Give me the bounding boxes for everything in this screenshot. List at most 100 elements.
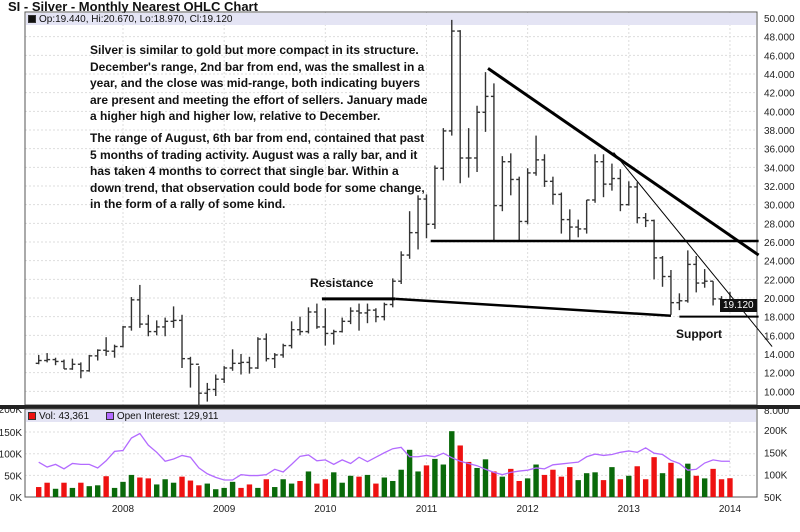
volume-bar (238, 487, 244, 497)
volume-bar (154, 484, 160, 497)
ohlc-bar (524, 168, 531, 225)
price-tick-label: 44.000 (764, 70, 795, 81)
volume-legend: Vol: 43,361 Open Interest: 129,911 (28, 411, 218, 422)
ohlc-bar (381, 302, 388, 321)
note-line: The range of August, 6th bar from end, c… (90, 131, 425, 145)
ohlc-bar (608, 163, 615, 191)
axis-labels: 50.000 48.000 46.000 44.000 42.000 40.000 38.0… (0, 14, 795, 515)
volume-bar (162, 479, 168, 497)
volume-bar (592, 472, 598, 497)
chart-title: SI - Silver - Monthly Nearest OHLC Chart (8, 0, 258, 14)
ohlc-bar (179, 314, 186, 368)
ohlc-bar (77, 362, 84, 379)
price-tick-label: 46.000 (764, 51, 795, 62)
volume-bar (491, 471, 497, 497)
volume-bar (676, 478, 683, 497)
ohlc-bar (642, 213, 649, 228)
volume-bar (626, 475, 632, 497)
volume-bar (668, 462, 674, 497)
ohlc-bar (457, 30, 464, 184)
volume-bar (381, 477, 388, 497)
volume-bar (541, 474, 548, 497)
price-tick-label: 20.000 (764, 294, 795, 305)
ohlc-bar (238, 353, 245, 375)
price-tick-label: 10.000 (764, 387, 795, 398)
price-tick-label: 12.000 (764, 369, 795, 380)
ohlc-bar (625, 181, 632, 206)
volume-bar (213, 489, 219, 497)
oi-legend-text: Open Interest: 129,911 (116, 411, 219, 422)
volume-bar (465, 461, 472, 497)
volume-bar (440, 464, 447, 497)
volume-bar (52, 488, 59, 497)
volume-bar (322, 479, 329, 497)
ohlc-bar (710, 280, 717, 306)
ohlc-bar (684, 250, 691, 303)
price-tick-label: 26.000 (764, 238, 795, 249)
volume-bar (693, 475, 699, 497)
ohlc-bar (136, 284, 143, 328)
open-interest-line (38, 432, 730, 481)
volume-bar (583, 473, 590, 497)
ohlc-bar (162, 317, 169, 337)
ohlc-bar (634, 182, 641, 224)
ohlc-bar (592, 154, 599, 203)
price-tick-label: 18.000 (764, 313, 795, 324)
volume-bar (617, 479, 624, 497)
volume-bar (642, 479, 649, 497)
ohlc-bar (271, 353, 278, 368)
ohlc-bar (617, 169, 624, 212)
price-tick-label: 38.000 (764, 126, 795, 137)
ohlc-bar (693, 255, 700, 293)
volume-bar (550, 469, 556, 497)
ohlc-bar (440, 128, 447, 181)
x-tick-label: 2008 (112, 504, 135, 515)
ohlc-bar (549, 176, 556, 205)
volume-bar (170, 482, 177, 497)
volume-bar (727, 478, 733, 497)
price-tick-label: 8.000 (764, 406, 789, 417)
ohlc-bar (35, 354, 42, 365)
price-tick-label: 24.000 (764, 257, 795, 268)
ohlc-bar (566, 209, 573, 242)
volume-bar (415, 471, 421, 497)
volume-bar (339, 482, 345, 497)
note-line: down trend, that observation could bode … (90, 180, 425, 195)
ohlc-bar (448, 19, 455, 136)
ohlc-bar (86, 354, 93, 372)
price-tick-label: 40.000 (764, 107, 795, 118)
ohlc-bar (187, 356, 194, 388)
steep-downtrend-line (613, 152, 773, 347)
ohlc-bar (356, 303, 363, 331)
ohlc-bar (431, 165, 438, 229)
volume-bar (685, 463, 691, 497)
ohlc-bar (406, 211, 413, 259)
ohlc-bar (229, 349, 236, 371)
ohlc-bar (313, 303, 320, 329)
volume-bar (196, 485, 202, 497)
ohlc-bar (372, 308, 379, 323)
ohlc-bar (204, 382, 211, 402)
volume-bar (288, 483, 295, 497)
ohlc-bar (339, 317, 346, 333)
note-line: December's range, 2nd bar from end, was … (90, 59, 425, 74)
vol-legend-swatch (28, 412, 36, 420)
resistance-label: Resistance (310, 276, 374, 290)
ohlc-bar (490, 83, 497, 242)
note-line: year, and the close was mid-range, both … (90, 76, 421, 90)
price-tick-label: 48.000 (764, 33, 795, 44)
ohlc-bar (347, 307, 354, 325)
ohlc-bar (128, 297, 135, 331)
volume-bar (508, 468, 514, 497)
ohlc-bar (659, 255, 666, 287)
price-tick-label: 34.000 (764, 163, 795, 174)
volume-bar (221, 487, 227, 497)
ohlc-bar (69, 358, 76, 370)
ohlc-bar (297, 316, 304, 336)
ohlc-bar (507, 153, 514, 196)
volume-bar (516, 480, 522, 497)
ohlc-bar (583, 199, 590, 234)
volume-bar (103, 476, 109, 497)
panel-frames (0, 11, 800, 498)
